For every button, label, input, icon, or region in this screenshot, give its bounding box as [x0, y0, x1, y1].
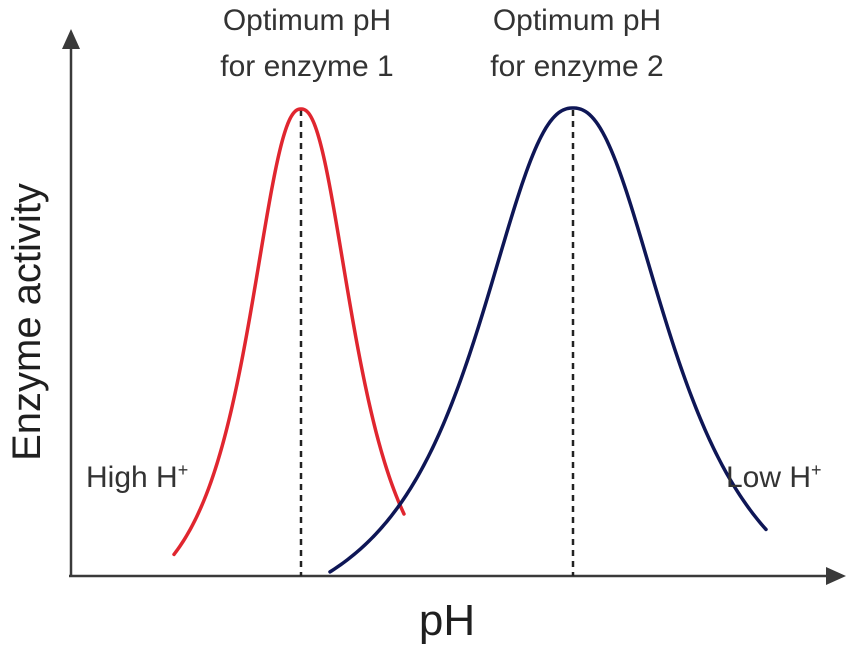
y-axis-arrow — [62, 29, 80, 49]
high-h-superscript: + — [178, 460, 189, 480]
x-axis-title: pH — [419, 596, 475, 645]
low-h-text: Low H — [726, 461, 811, 494]
optimum-1-label-line-2: for enzyme 1 — [220, 50, 393, 83]
optimum-2-label-line-2: for enzyme 2 — [490, 50, 663, 83]
optimum-1-label-line-1: Optimum pH — [223, 4, 391, 37]
optimum-2-label-line-1: Optimum pH — [493, 4, 661, 37]
y-axis-title: Enzyme activity — [5, 183, 49, 461]
enzyme-1-curve — [172, 107, 406, 557]
x-axis-arrow — [826, 567, 846, 585]
enzyme-2-curve — [328, 106, 768, 574]
high-h-label: High H+ — [86, 460, 188, 494]
low-h-superscript: + — [811, 460, 822, 480]
high-h-text: High H — [86, 461, 178, 494]
low-h-label: Low H+ — [726, 460, 822, 494]
